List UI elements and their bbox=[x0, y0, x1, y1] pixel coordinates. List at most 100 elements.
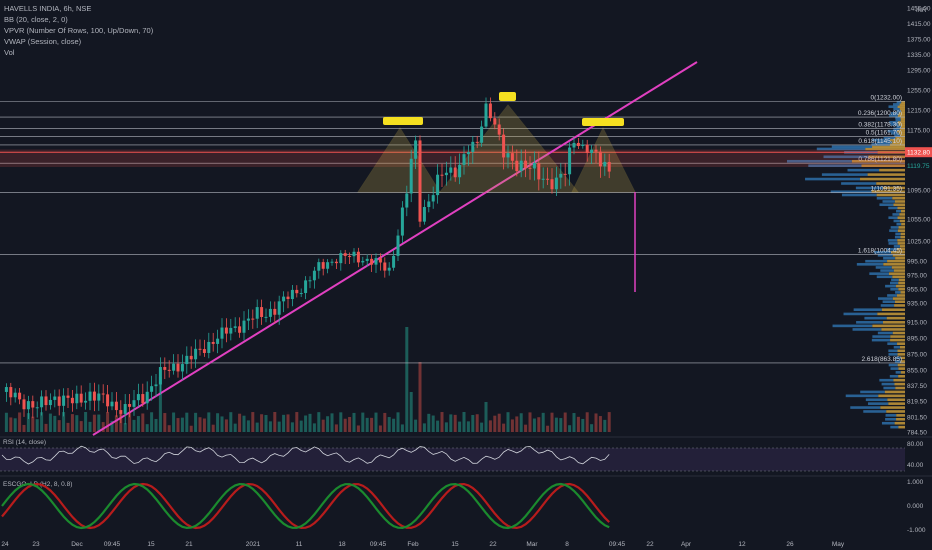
volume-bar bbox=[84, 412, 88, 432]
vpvr-row-down bbox=[865, 147, 905, 151]
fib-label: 0.5(1161.70) bbox=[866, 130, 902, 137]
candle-body bbox=[26, 401, 30, 410]
candle-body bbox=[255, 307, 259, 319]
volume-bar bbox=[277, 421, 281, 432]
vpvr-row-up bbox=[816, 147, 866, 151]
volume-bar bbox=[370, 417, 374, 432]
vpvr-row-down bbox=[878, 394, 905, 398]
candle-body bbox=[176, 363, 180, 372]
volume-bar bbox=[541, 412, 545, 432]
volume-bar bbox=[603, 419, 607, 432]
candle-body bbox=[453, 167, 457, 178]
candle-body bbox=[396, 235, 400, 256]
escgo-tick: 0.000 bbox=[907, 503, 924, 510]
vpvr-row-down bbox=[900, 116, 905, 120]
vpvr-row-up bbox=[890, 287, 899, 291]
volume-bar bbox=[202, 418, 206, 432]
fib-label: 0.786(1121.80) bbox=[858, 156, 902, 163]
candle-body bbox=[528, 167, 532, 169]
candle-body bbox=[414, 140, 418, 159]
volume-bar bbox=[238, 413, 242, 432]
vpvr-row-down bbox=[894, 300, 905, 304]
volume-bar bbox=[493, 415, 497, 432]
vpvr-row-up bbox=[892, 213, 900, 216]
candle-body bbox=[374, 258, 378, 265]
candle-body bbox=[312, 270, 316, 281]
time-tick: 09:45 bbox=[370, 541, 387, 548]
candle-body bbox=[466, 152, 470, 155]
vpvr-row-up bbox=[872, 335, 891, 338]
vpvr-row-down bbox=[899, 127, 905, 131]
vpvr-row-down bbox=[881, 328, 905, 331]
volume-bar bbox=[114, 415, 118, 432]
vpvr-row-down bbox=[888, 402, 905, 405]
vpvr-row-up bbox=[888, 206, 898, 210]
volume-bar bbox=[255, 422, 259, 432]
time-tick: 11 bbox=[296, 541, 303, 548]
price-tick: 995.00 bbox=[907, 259, 927, 266]
vpvr-row-up bbox=[887, 342, 898, 345]
vpvr-row-up bbox=[888, 349, 898, 353]
candle-body bbox=[163, 367, 167, 370]
vpvr-row-down bbox=[882, 321, 905, 324]
volume-bar bbox=[502, 423, 506, 432]
volume-bar bbox=[176, 418, 180, 432]
vpvr-row-down bbox=[851, 159, 905, 163]
vpvr-row-up bbox=[852, 328, 882, 331]
volume-bar bbox=[563, 412, 567, 432]
volume-bar bbox=[220, 416, 224, 432]
vpvr-row-up bbox=[823, 155, 869, 159]
vpvr-row-down bbox=[900, 235, 905, 239]
vpvr-row-down bbox=[899, 345, 905, 349]
vpvr-row-down bbox=[897, 342, 905, 345]
volume-bar bbox=[436, 420, 440, 432]
vpvr-row-down bbox=[898, 367, 905, 370]
vpvr-row-down bbox=[897, 216, 905, 219]
candle-body bbox=[154, 384, 158, 387]
vpvr-row-up bbox=[893, 219, 900, 223]
candle-body bbox=[106, 394, 110, 407]
price-tick: 895.00 bbox=[907, 336, 927, 343]
vpvr-row-down bbox=[901, 100, 905, 104]
volume-bar bbox=[35, 419, 39, 432]
candle-body bbox=[409, 158, 413, 194]
candle-body bbox=[66, 395, 70, 398]
candle-body bbox=[400, 207, 404, 236]
escgo-line bbox=[1, 482, 610, 530]
vpvr-row-up bbox=[878, 297, 893, 300]
shoulder-marker bbox=[383, 117, 423, 125]
fibonacci-levels: 0(1232.00) 0.236(1200.80) 0.382(1178.30) 0.… bbox=[0, 95, 905, 364]
candle-body bbox=[506, 153, 510, 158]
volume-bar bbox=[405, 327, 409, 432]
volume-bar bbox=[312, 423, 316, 432]
escgo-signal bbox=[1, 482, 610, 530]
volume-bar bbox=[506, 412, 510, 432]
shoulder-marker bbox=[582, 118, 624, 126]
vpvr-row-up bbox=[805, 177, 861, 181]
volume-bar bbox=[273, 412, 277, 432]
volume-bar bbox=[550, 412, 554, 432]
candle-body bbox=[132, 400, 136, 407]
vpvr-row-up bbox=[871, 338, 891, 342]
vpvr-row-down bbox=[876, 193, 905, 197]
volume-bar bbox=[44, 423, 48, 432]
candle-body bbox=[480, 126, 484, 143]
vpvr-row-up bbox=[895, 371, 901, 374]
time-tick: Feb bbox=[407, 541, 419, 548]
vpvr-row-down bbox=[899, 103, 905, 106]
fib-label: 2.618(863.85) bbox=[862, 356, 902, 363]
vpvr-row-down bbox=[898, 132, 905, 135]
y-scale-label: INR bbox=[916, 8, 927, 14]
shoulder-marker bbox=[499, 92, 516, 101]
price-tick: 915.00 bbox=[907, 320, 927, 327]
candle-body bbox=[449, 167, 453, 173]
fib-label: 0(1232.00) bbox=[871, 95, 902, 102]
candle-body bbox=[497, 124, 501, 135]
volume-bar bbox=[532, 418, 536, 432]
volume-bar bbox=[31, 416, 35, 432]
volume-bar bbox=[9, 417, 13, 432]
vpvr-row-up bbox=[843, 312, 878, 316]
candle-body bbox=[57, 396, 61, 406]
time-tick: 12 bbox=[738, 541, 746, 548]
